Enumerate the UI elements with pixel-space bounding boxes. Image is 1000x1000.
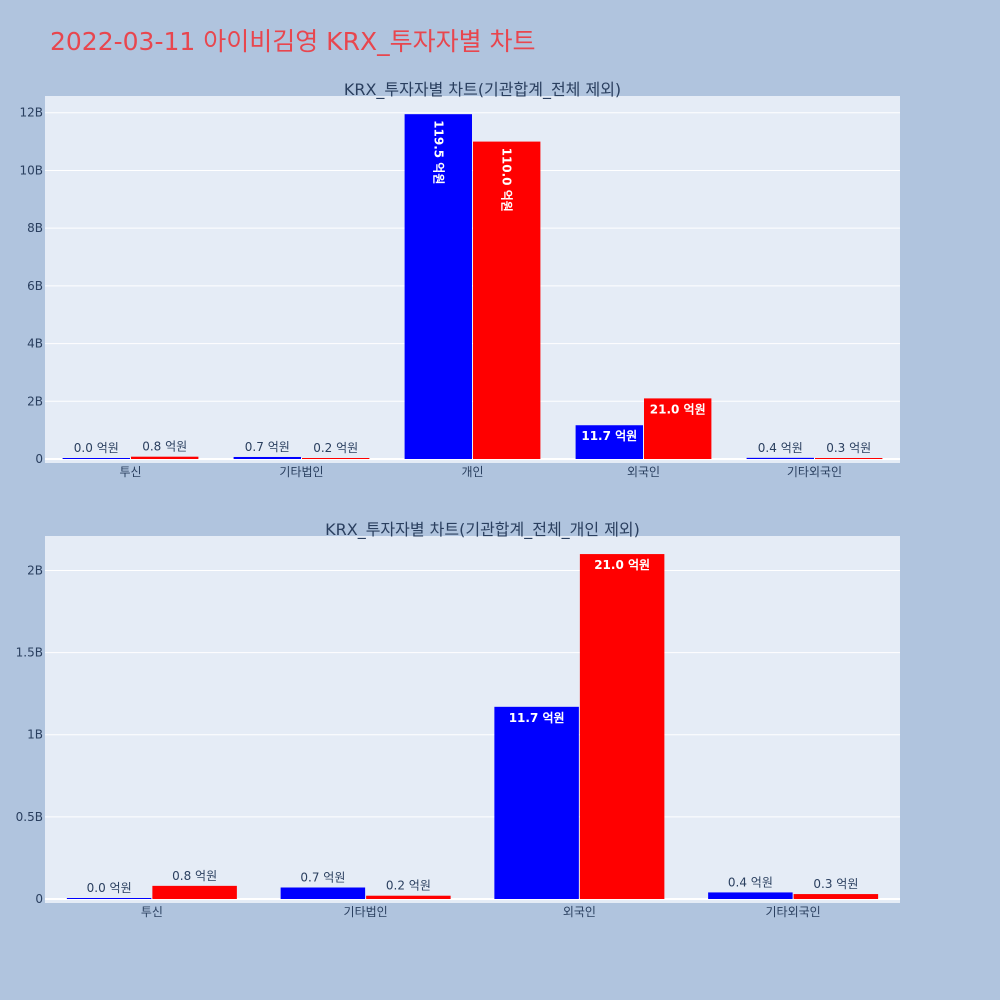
chart-upper: 0 2B 4B 6B 8B 10B 12B KRX_투자자별 차트(기관합계_전체 제외) 투신…: [19, 80, 900, 479]
bar: [575, 425, 643, 459]
chart-title: KRX_투자자별 차트(기관합계_전체_개인 제외): [325, 520, 640, 540]
bar: [494, 706, 579, 899]
plot-area: [45, 536, 900, 903]
x-tick-label: 외국인: [627, 465, 660, 479]
data-label: 0.7 억원: [300, 871, 345, 885]
data-label: 0.3 억원: [813, 877, 858, 891]
data-label: 119.5 억원: [431, 120, 445, 184]
bar: [302, 458, 370, 459]
y-tick-label: 2B: [27, 563, 43, 577]
x-tick-label: 기타외국인: [787, 465, 842, 479]
data-label: 0.4 억원: [728, 875, 773, 889]
y-tick-label: 6B: [27, 279, 43, 293]
y-tick-label: 2B: [27, 394, 43, 408]
bar: [579, 554, 665, 899]
bar: [66, 898, 152, 899]
data-label: 0.2 억원: [386, 879, 431, 893]
data-label: 0.8 억원: [142, 440, 187, 454]
bar: [473, 141, 541, 459]
x-tick-label: 외국인: [563, 905, 596, 919]
bar: [280, 887, 366, 899]
bar: [404, 114, 472, 459]
y-tick-label: 12B: [19, 106, 43, 120]
y-tick-label: 8B: [27, 221, 43, 235]
x-tick-label: 개인: [461, 465, 483, 479]
bar: [793, 894, 879, 899]
y-tick-label: 4B: [27, 337, 43, 351]
bar: [746, 457, 814, 459]
bar: [233, 456, 301, 459]
bar: [366, 895, 451, 899]
data-label: 21.0 억원: [594, 558, 650, 572]
data-label: 0.7 억원: [245, 440, 290, 454]
data-label: 110.0 억원: [500, 148, 514, 212]
y-tick-label: 1.5B: [16, 646, 43, 660]
data-label: 11.7 억원: [509, 711, 565, 725]
chart-lower: 0 0.5B 1B 1.5B 2B KRX_투자자별 차트(기관합계_전체_개인 제외) 투…: [16, 520, 900, 919]
bar: [815, 458, 883, 459]
y-tick-label: 10B: [19, 163, 43, 177]
data-label: 0.2 억원: [313, 441, 358, 455]
data-label: 0.3 억원: [826, 441, 871, 455]
bar: [644, 398, 712, 459]
page-title: 2022-03-11 아이비김영 KRX_투자자별 차트: [50, 27, 536, 56]
data-label: 0.4 억원: [758, 441, 803, 455]
bar: [152, 885, 237, 899]
x-tick-label: 투신: [119, 465, 141, 479]
y-tick-label: 0: [35, 892, 43, 906]
plot-area: [45, 96, 900, 463]
y-tick-label: 0: [35, 452, 43, 466]
x-tick-label: 기타법인: [279, 465, 323, 479]
data-label: 0.0 억원: [74, 441, 119, 455]
y-tick-label: 1B: [27, 728, 43, 742]
chart-title: KRX_투자자별 차트(기관합계_전체 제외): [344, 80, 621, 100]
data-label: 11.7 억원: [581, 429, 637, 443]
data-label: 0.8 억원: [172, 869, 217, 883]
data-label: 21.0 억원: [650, 402, 706, 416]
bar: [62, 458, 130, 459]
bar: [708, 892, 793, 899]
bar: [131, 456, 199, 459]
x-tick-label: 기타법인: [344, 905, 388, 919]
y-tick-label: 0.5B: [16, 810, 43, 824]
x-tick-label: 기타외국인: [766, 905, 821, 919]
data-label: 0.0 억원: [87, 881, 132, 895]
x-tick-label: 투신: [141, 905, 163, 919]
